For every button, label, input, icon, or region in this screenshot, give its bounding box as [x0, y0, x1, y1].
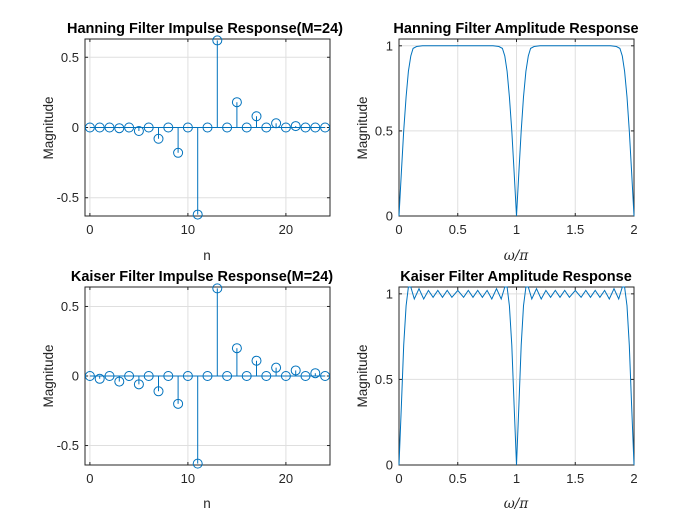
- stem-marker: [261, 371, 272, 381]
- stem-marker: [143, 371, 154, 381]
- y-tick-label: 0.5: [375, 372, 393, 387]
- x-tick-label: 0: [395, 471, 402, 486]
- stem-marker: [182, 371, 193, 381]
- stem-marker: [310, 368, 321, 379]
- stem-marker: [124, 122, 135, 133]
- x-tick-label: 0: [86, 471, 93, 486]
- y-axis-label: Magnitude: [41, 344, 56, 407]
- x-tick-label: 0.5: [449, 222, 467, 237]
- chart-title: Kaiser Filter Impulse Response(M=24): [71, 269, 333, 285]
- chart-title: Hanning Filter Amplitude Response: [393, 21, 638, 37]
- x-axis-label: n: [203, 248, 211, 263]
- hanning-amplitude-response-plot: Hanning Filter Amplitude Response 0 0.5 1 1…: [355, 21, 639, 264]
- y-tick-label: 0.5: [61, 299, 79, 314]
- x-tick-label: 0: [86, 222, 93, 237]
- stem-marker: [202, 122, 213, 133]
- stem-marker: [202, 371, 213, 381]
- x-axis-label: ω/π: [504, 496, 530, 512]
- stem-marker: [173, 398, 184, 409]
- x-axis-label: ω/π: [504, 248, 530, 264]
- stem-marker: [231, 97, 242, 108]
- y-tick-label: 0.5: [375, 123, 393, 138]
- stem-marker: [143, 122, 154, 133]
- stem-marker: [182, 122, 193, 133]
- y-axis-label: Magnitude: [41, 96, 56, 159]
- y-tick-label: -0.5: [57, 438, 79, 453]
- stem-marker: [153, 386, 164, 397]
- amplitude-response-line: [398, 286, 635, 466]
- y-axis-label: Magnitude: [355, 96, 370, 159]
- y-tick-label: 0: [72, 120, 79, 135]
- y-tick-label: 1: [386, 286, 393, 301]
- y-tick-label: -0.5: [57, 190, 79, 205]
- y-tick-label: 0.5: [61, 50, 79, 65]
- stem-marker: [114, 123, 125, 134]
- x-tick-label: 20: [279, 222, 293, 237]
- stem-marker: [251, 355, 262, 366]
- stem-marker: [192, 458, 203, 469]
- x-tick-label: 1: [513, 222, 520, 237]
- y-tick-label: 0: [386, 209, 393, 224]
- stem-marker: [163, 122, 174, 133]
- stem-marker: [241, 122, 252, 133]
- stem-marker: [241, 371, 252, 381]
- chart-title: Kaiser Filter Amplitude Response: [400, 269, 632, 285]
- y-tick-label: 1: [386, 38, 393, 53]
- stem-marker: [300, 371, 311, 381]
- x-tick-label: 0: [395, 222, 402, 237]
- x-tick-label: 2: [630, 471, 637, 486]
- stem-marker: [192, 209, 203, 220]
- stem-marker: [94, 373, 105, 384]
- stem-marker: [153, 133, 164, 144]
- stem-marker: [212, 35, 223, 46]
- y-axis-label: Magnitude: [355, 344, 370, 407]
- stem-marker: [84, 371, 95, 381]
- stem-marker: [251, 111, 262, 122]
- stem-marker: [222, 122, 233, 133]
- hanning-impulse-response-plot: Hanning Filter Impulse Response(M=24) 0 1…: [41, 21, 343, 263]
- stem-marker: [280, 371, 291, 381]
- stem-marker: [94, 122, 105, 133]
- stem-marker: [133, 379, 144, 390]
- kaiser-impulse-response-plot: Kaiser Filter Impulse Response(M=24) 0 10…: [41, 269, 333, 511]
- x-tick-label: 1.5: [566, 222, 584, 237]
- y-tick-label: 0: [386, 458, 393, 473]
- y-tick-label: 0: [72, 369, 79, 384]
- stem-marker: [290, 365, 301, 376]
- x-tick-label: 0.5: [449, 471, 467, 486]
- stem-marker: [222, 371, 233, 381]
- stem-marker: [104, 371, 115, 381]
- x-tick-label: 10: [181, 222, 195, 237]
- stem-marker: [280, 122, 291, 133]
- stem-marker: [261, 122, 272, 133]
- x-axis-label: n: [203, 496, 211, 511]
- x-tick-label: 20: [279, 471, 293, 486]
- stem-marker: [173, 147, 184, 158]
- stem-marker: [320, 122, 331, 133]
- stem-marker: [271, 118, 282, 129]
- chart-title: Hanning Filter Impulse Response(M=24): [67, 21, 343, 37]
- x-tick-label: 10: [181, 471, 195, 486]
- stem-marker: [114, 376, 125, 387]
- stem-marker: [231, 343, 242, 354]
- kaiser-amplitude-response-plot: Kaiser Filter Amplitude Response 0 0.5 1 1.…: [355, 269, 638, 512]
- stem-marker: [310, 122, 321, 133]
- stem-marker: [124, 371, 135, 381]
- x-tick-label: 1.5: [566, 471, 584, 486]
- stem-marker: [163, 371, 174, 381]
- stem-marker: [212, 283, 223, 294]
- x-tick-label: 2: [630, 222, 637, 237]
- stem-marker: [84, 122, 95, 133]
- stem-marker: [104, 122, 115, 133]
- stem-marker: [320, 371, 331, 381]
- x-tick-label: 1: [513, 471, 520, 486]
- stem-marker: [290, 121, 301, 132]
- stem-marker: [300, 122, 311, 133]
- stem-marker: [133, 126, 144, 137]
- stem-marker: [271, 362, 282, 373]
- amplitude-response-line: [398, 45, 635, 217]
